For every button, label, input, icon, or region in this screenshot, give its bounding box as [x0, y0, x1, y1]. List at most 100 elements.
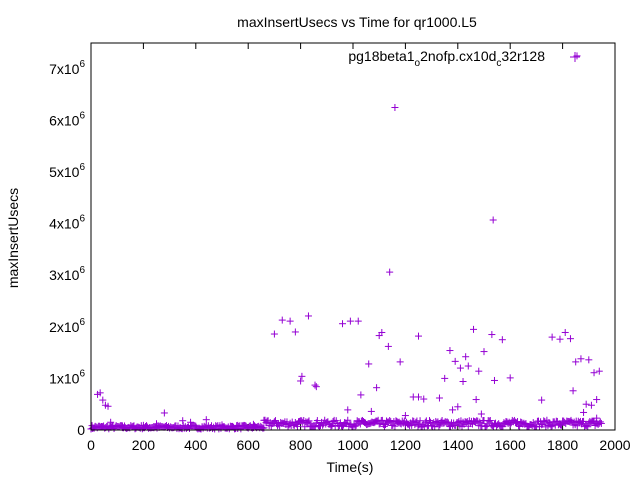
- x-tick: 1400: [442, 43, 474, 453]
- data-point: [153, 420, 160, 428]
- data-point: [329, 417, 337, 425]
- data-point: [328, 421, 336, 429]
- data-point: [459, 377, 467, 385]
- data-point: [386, 416, 394, 424]
- data-point: [506, 374, 514, 382]
- data-point: [311, 423, 319, 431]
- data-point: [286, 317, 294, 325]
- y-tick-label: 2x106: [49, 317, 85, 335]
- data-point: [449, 406, 457, 414]
- data-point: [327, 422, 335, 430]
- data-point: [270, 330, 278, 338]
- data-point: [357, 391, 365, 399]
- data-point: [451, 357, 459, 365]
- data-point: [490, 376, 498, 384]
- data-point: [373, 384, 381, 392]
- y-tick-label: 5x106: [49, 162, 85, 180]
- data-point: [339, 422, 347, 430]
- data-point: [91, 423, 99, 431]
- data-point: [304, 312, 312, 320]
- data-point: [464, 362, 472, 370]
- data-point: [311, 381, 319, 389]
- data-point: [577, 355, 585, 363]
- x-tick-label: 400: [184, 437, 208, 453]
- data-point: [456, 364, 464, 372]
- x-tick-label: 1400: [442, 437, 473, 453]
- legend: pg18beta1o2nofp.cx10dc32r128: [348, 48, 580, 69]
- data-point: [593, 396, 601, 404]
- data-point: [545, 419, 553, 427]
- data-point: [386, 268, 394, 276]
- data-point: [344, 416, 352, 424]
- data-point: [391, 104, 399, 111]
- data-point: [104, 402, 112, 410]
- data-point: [580, 408, 588, 416]
- data-point: [441, 374, 449, 382]
- data-point: [561, 328, 569, 336]
- legend-marker: [570, 52, 580, 62]
- data-point: [416, 417, 424, 425]
- data-point: [454, 403, 462, 411]
- data-point: [139, 421, 147, 429]
- x-tick-label: 1200: [390, 437, 421, 453]
- data-point: [472, 396, 480, 404]
- data-point: [547, 423, 555, 431]
- data-point: [319, 421, 327, 429]
- x-tick: 400: [184, 43, 208, 453]
- data-point: [99, 396, 107, 404]
- data-point: [380, 422, 388, 430]
- data-point: [218, 421, 226, 429]
- x-tick-label: 1600: [495, 437, 526, 453]
- data-point: [378, 416, 386, 424]
- data-point: [498, 336, 506, 344]
- y-tick-label: 6x106: [49, 110, 85, 128]
- data-point: [291, 328, 299, 336]
- data-point: [529, 419, 537, 427]
- data-point: [344, 406, 352, 414]
- y-tick-label: 1x106: [49, 368, 85, 386]
- x-tick-label: 600: [237, 437, 261, 453]
- data-point: [435, 422, 443, 430]
- data-point: [420, 395, 428, 403]
- data-point: [476, 418, 484, 426]
- data-point: [352, 421, 360, 429]
- x-tick: 1000: [337, 43, 369, 453]
- data-point: [443, 418, 451, 426]
- axis-ticks: 0 200 400 600 800 1000 1200 1400 1600 1800 2000 0 1x…: [49, 43, 631, 453]
- data-point: [558, 421, 566, 429]
- data-point: [488, 331, 496, 339]
- data-point: [556, 335, 564, 343]
- data-point: [514, 418, 522, 426]
- data-point: [426, 417, 434, 425]
- data-point: [489, 216, 497, 224]
- x-tick: 800: [289, 43, 313, 453]
- x-tick-label: 800: [289, 437, 313, 453]
- data-point: [480, 348, 488, 356]
- data-point: [489, 423, 497, 431]
- data-point: [118, 422, 126, 430]
- data-point: [179, 417, 187, 425]
- data-point: [462, 418, 470, 426]
- legend-label: pg18beta1o2nofp.cx10dc32r128: [348, 48, 545, 69]
- data-point: [160, 409, 168, 417]
- x-tick: 200: [132, 43, 156, 453]
- data-point: [187, 418, 195, 426]
- data-point: [378, 328, 386, 336]
- data-point: [580, 417, 588, 425]
- y-tick-label: 3x106: [49, 265, 85, 283]
- data-point: [396, 358, 404, 366]
- x-tick-label: 200: [132, 437, 156, 453]
- data-point: [596, 418, 604, 426]
- x-axis-label: Time(s): [327, 459, 374, 475]
- data-point: [415, 332, 422, 340]
- data-point: [305, 417, 313, 425]
- chart-title: maxInsertUsecs vs Time for qr1000.L5: [237, 14, 477, 30]
- data-point: [569, 387, 577, 395]
- data-point: [595, 367, 603, 375]
- data-point: [391, 422, 399, 430]
- data-point: [297, 377, 305, 385]
- data-point: [572, 358, 580, 366]
- y-tick-label: 4x106: [49, 214, 85, 232]
- data-point: [313, 417, 321, 425]
